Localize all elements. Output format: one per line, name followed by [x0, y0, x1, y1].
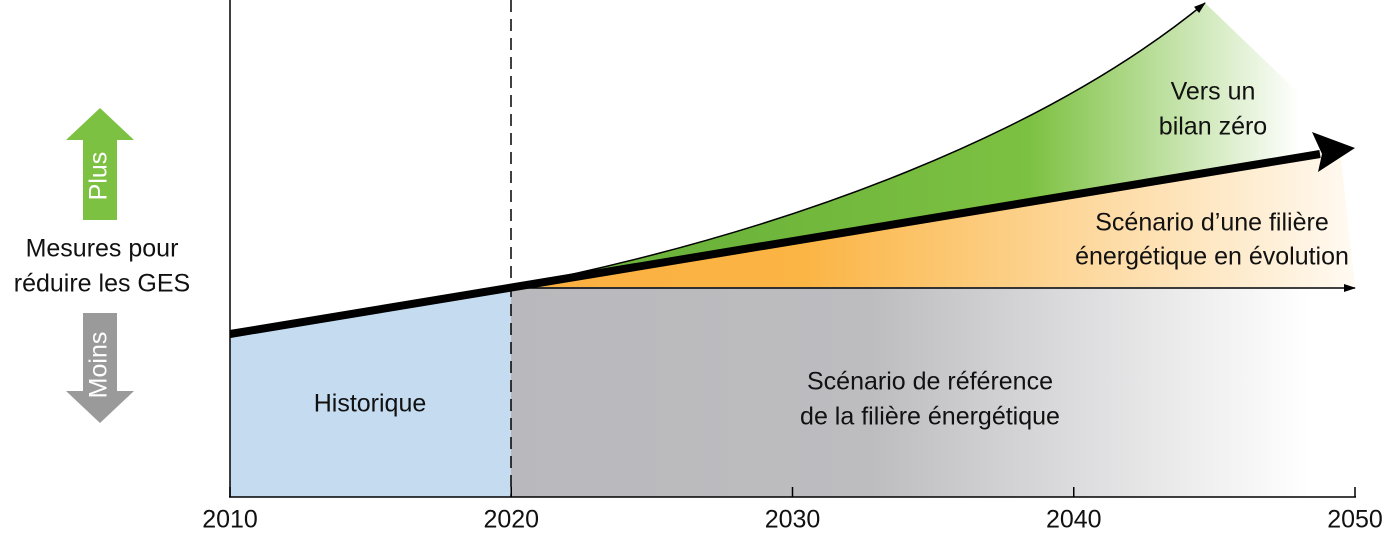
- x-tick-label: 2020: [483, 506, 539, 534]
- x-tick-label: 2030: [765, 506, 821, 534]
- reference-label: de la filière énergétique: [800, 403, 1060, 431]
- y-axis-label: réduire les GES: [14, 270, 190, 298]
- x-tick-label: 2050: [1327, 506, 1383, 534]
- evolving-arrow: [229, 150, 1321, 338]
- historical-label: Historique: [314, 390, 427, 418]
- x-tick-label: 2040: [1046, 506, 1102, 534]
- mask: [1205, 3, 1388, 147]
- reference-label: Scénario de référence: [807, 368, 1053, 396]
- up-arrow: [66, 108, 134, 220]
- net-zero-arrow: [510, 2, 1206, 288]
- evolving-arrowhead: [1312, 132, 1355, 172]
- net-zero-label: bilan zéro: [1159, 113, 1267, 141]
- evolving-label: Scénario d’une filière: [1095, 209, 1328, 237]
- x-tick-label: 2010: [202, 506, 258, 534]
- evolving-label: énergétique en évolution: [1075, 243, 1349, 271]
- net-zero-area: [511, 3, 1355, 287]
- net-zero-label: Vers un: [1171, 78, 1256, 106]
- reference-area: [511, 287, 1311, 497]
- down-label: Moins: [85, 332, 113, 399]
- historical-area: [230, 287, 511, 497]
- down-arrow: [66, 313, 134, 423]
- up-label: Plus: [85, 152, 113, 201]
- left-indicators: Plus Moins Mesures pour réduire les GES: [14, 108, 190, 423]
- y-axis-label: Mesures pour: [26, 235, 179, 263]
